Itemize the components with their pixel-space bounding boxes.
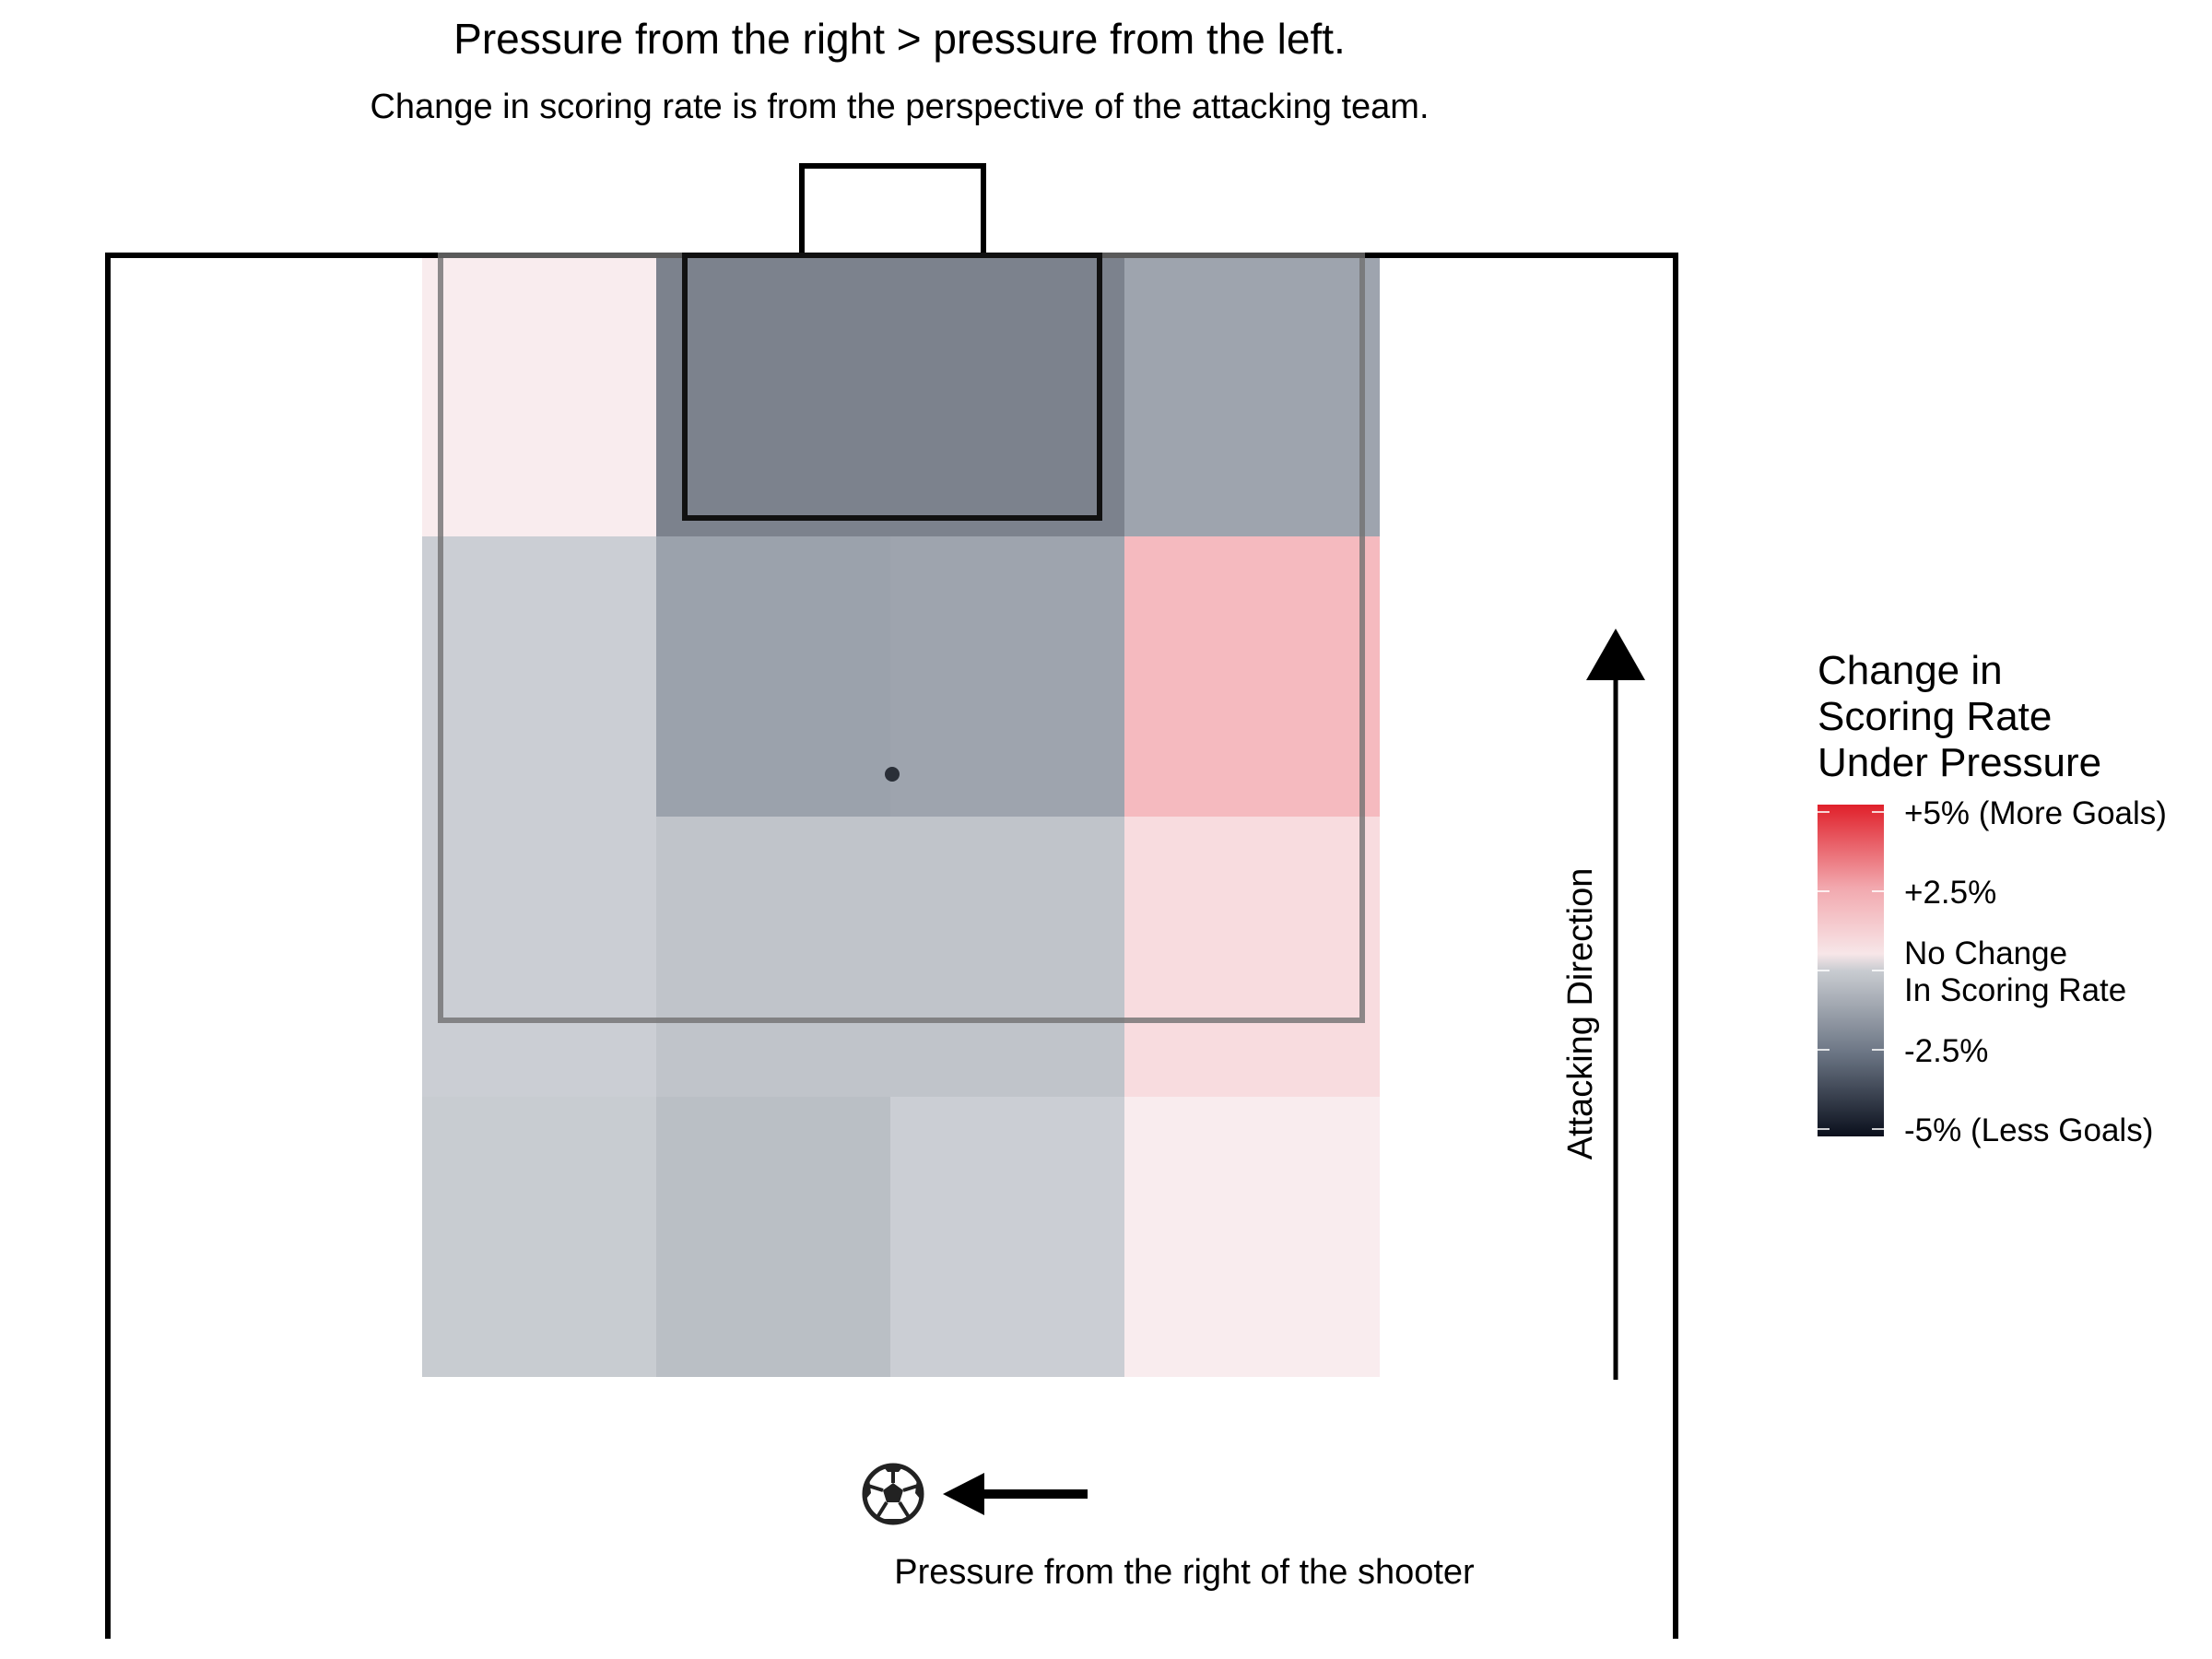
heatmap-cell-r2-c0 <box>422 817 656 1097</box>
legend-label-upper: +2.5% <box>1904 875 1996 911</box>
heatmap-cell-r3-c0 <box>422 1097 656 1377</box>
legend-label-lower: -2.5% <box>1904 1033 1988 1069</box>
pressure-indicator: Pressure from the right of the shooter <box>862 1463 1475 1592</box>
heatmap-cell-r3-c3 <box>1124 1097 1380 1377</box>
attacking-direction-indicator: Attacking Direction <box>1561 629 1645 1380</box>
legend-ticks <box>1818 811 1884 1130</box>
arrow-left-icon <box>943 1473 1088 1515</box>
legend-title-line-2: Scoring Rate <box>1818 694 2052 739</box>
legend-title-line-1: Change in <box>1818 648 2003 693</box>
heatmap-cell-r1-c2 <box>890 536 1124 817</box>
heatmap-cell-r1-c0 <box>422 536 656 817</box>
legend-label-top: +5% (More Goals) <box>1904 795 2167 831</box>
soccer-ball-icon <box>862 1463 924 1525</box>
six-yard-box <box>682 253 1102 521</box>
color-legend: Change in Scoring Rate Under Pressure +5… <box>1818 648 2167 1148</box>
heatmap-cell-r1-c1 <box>656 536 890 817</box>
chart-title: Pressure from the right > pressure from … <box>453 15 1346 63</box>
legend-label-mid-2: In Scoring Rate <box>1904 972 2126 1008</box>
heatmap-cell-r2-c1 <box>656 817 890 1097</box>
heatmap-cell-r3-c2 <box>890 1097 1124 1377</box>
legend-title-line-3: Under Pressure <box>1818 740 2101 785</box>
pressure-caption: Pressure from the right of the shooter <box>894 1553 1475 1592</box>
goal-frame <box>799 163 986 255</box>
arrow-up-icon <box>1586 629 1645 680</box>
heatmap-cell-r0-c0 <box>422 256 656 536</box>
legend-label-bottom: -5% (Less Goals) <box>1904 1112 2153 1148</box>
heatmap-cell-r0-c3 <box>1124 256 1380 536</box>
heatmap-cell-r2-c2 <box>890 817 1124 1097</box>
heatmap-cell-r0-c1 <box>656 256 1124 536</box>
pitch-lines <box>105 163 1678 1639</box>
heatmap-cell-r1-c3 <box>1124 536 1380 817</box>
chart-subtitle: Change in scoring rate is from the persp… <box>370 88 1429 126</box>
heatmap-cells <box>422 256 1380 1377</box>
heatmap-cell-r3-c1 <box>656 1097 890 1377</box>
penalty-spot <box>885 767 900 782</box>
attacking-direction-label: Attacking Direction <box>1561 868 1600 1160</box>
heatmap-cell-r2-c3 <box>1124 817 1380 1097</box>
legend-label-mid-1: No Change <box>1904 935 2067 971</box>
